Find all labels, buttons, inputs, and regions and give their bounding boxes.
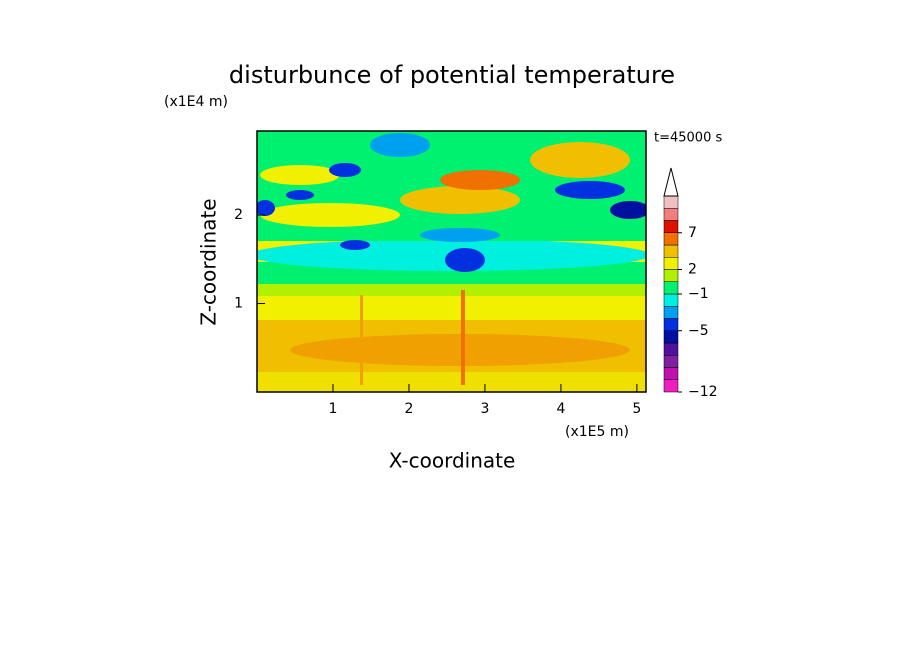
colorbar-segment — [663, 342, 679, 356]
field-fill — [286, 190, 314, 200]
colorbar-segment — [663, 330, 679, 344]
field-fill — [610, 201, 646, 219]
y-tick-label: 1 — [234, 296, 243, 312]
field-fill — [530, 142, 630, 178]
field-fill — [400, 186, 520, 214]
colorbar-segment — [663, 208, 679, 221]
field-fill — [445, 248, 485, 272]
y-unit: (x1E4 m) — [164, 94, 228, 110]
field-fill — [257, 372, 646, 392]
x-tick-label: 4 — [556, 401, 565, 417]
y-tick-label: 2 — [234, 207, 243, 223]
colorbar-label: −1 — [688, 286, 709, 302]
field-fill — [555, 181, 625, 199]
colorbar-segment — [663, 293, 679, 307]
plot-frame — [256, 130, 647, 393]
colorbar-segment — [663, 232, 679, 246]
colorbar-segment — [663, 220, 679, 233]
field-fill — [461, 290, 465, 385]
x-tick-label: 1 — [329, 401, 338, 417]
colorbar-segment — [663, 367, 679, 380]
colorbar-label: 2 — [688, 262, 697, 278]
colorbar-segment — [663, 269, 679, 282]
field-fill — [440, 170, 520, 190]
x-tick-label: 5 — [632, 401, 641, 417]
colorbar-label: −12 — [688, 384, 718, 400]
field-fill — [260, 203, 400, 227]
colorbar-segment — [663, 318, 679, 331]
colorbar-label: −5 — [688, 323, 709, 339]
field-fill — [340, 240, 370, 250]
field-fill — [360, 295, 363, 385]
field-fill — [370, 133, 430, 157]
colorbar-arrow — [663, 167, 679, 197]
y-axis-title: Z-coordinate — [197, 198, 221, 325]
colorbar-segment — [663, 355, 679, 368]
field-fill — [257, 282, 646, 296]
colorbar-segment — [663, 379, 679, 393]
field-fill — [257, 300, 646, 320]
x-unit: (x1E5 m) — [565, 424, 629, 440]
field-fill — [290, 334, 630, 366]
colorbar-label: 7 — [688, 225, 697, 241]
colorbar-segment — [663, 195, 679, 209]
colorbar-segment — [663, 306, 679, 319]
field-fill — [420, 228, 500, 242]
field-fill — [257, 200, 275, 216]
field-fill — [260, 165, 340, 185]
contour-field — [257, 131, 646, 392]
field-fill — [329, 163, 361, 177]
chart-title: disturbunce of potential temperature — [229, 61, 675, 89]
time-label: t=45000 s — [654, 131, 722, 146]
colorbar-segment — [663, 281, 679, 295]
x-tick-label: 2 — [404, 401, 413, 417]
colorbar-segment — [663, 257, 679, 270]
x-tick-label: 3 — [480, 401, 489, 417]
colorbar-segment — [663, 244, 679, 258]
x-axis-title: X-coordinate — [389, 449, 516, 473]
